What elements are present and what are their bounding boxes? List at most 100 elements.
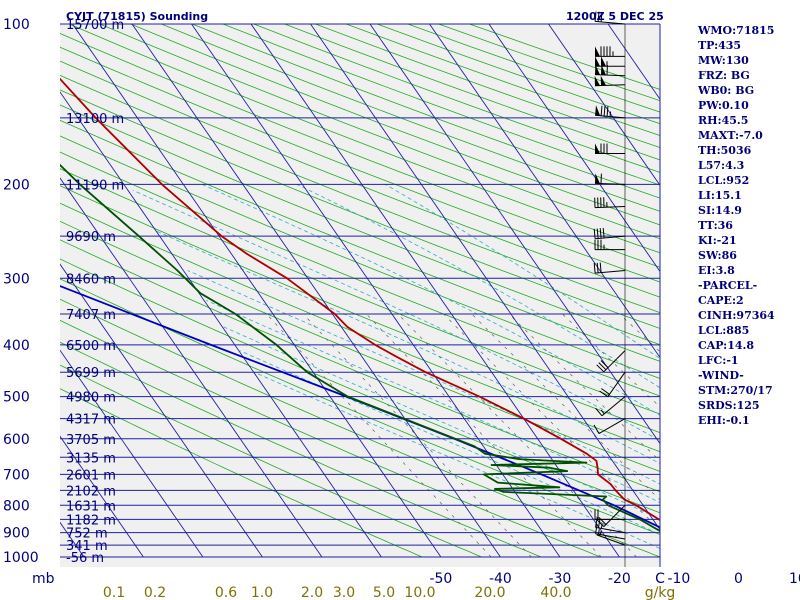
dewpoint-point [566, 470, 568, 472]
wind-barb [595, 396, 626, 417]
temperature-point [614, 489, 617, 492]
index-sw: SW:86 [698, 249, 737, 262]
index-pw: PW:0.10 [698, 99, 749, 112]
height-label: 13100 m [66, 112, 124, 127]
height-label: 4980 m [66, 391, 116, 406]
dewpoint-point [484, 452, 486, 455]
isotherm-line [250, 24, 620, 558]
height-label: 6500 m [66, 339, 116, 354]
moist-adiabat-line [385, 184, 660, 360]
wind-barb-pennant [595, 46, 600, 57]
index-li: LI:15.1 [698, 189, 742, 202]
index-th: TH:5036 [698, 144, 752, 157]
temperature-point [560, 438, 562, 440]
wind-barb [599, 371, 626, 398]
wind-barb-flag [595, 407, 603, 417]
temperature-point [220, 235, 223, 237]
temperature-point [623, 498, 626, 501]
temperature-tick-label: -50 [429, 571, 452, 587]
temperature-tick-label: -40 [489, 571, 512, 587]
dewpoint-point [607, 504, 609, 507]
height-label: 752 m [66, 527, 108, 542]
moist-adiabat-line [296, 184, 660, 389]
wind-heading: -WIND- [698, 369, 744, 382]
wind-barb-half-flag [600, 409, 605, 415]
wind-barb-flag [603, 106, 606, 117]
moist-adiabat-line [132, 189, 660, 442]
wind-barb-flag [602, 227, 605, 238]
isotherm-line [72, 24, 442, 558]
temperature-point [597, 473, 599, 476]
wind-barb-flag [595, 517, 598, 528]
wind-barb-staff [601, 396, 626, 417]
moist-adiabat-line [187, 270, 660, 485]
wind-barb-flag [599, 262, 602, 273]
dewpoint-point [347, 395, 349, 398]
dewpoint-point [11, 117, 13, 119]
pressure-tick-label: 300 [3, 271, 30, 287]
isotherm-line [369, 24, 660, 445]
wind-barb-flag [596, 519, 605, 527]
wind-barb-staff [594, 182, 626, 185]
dewpoint-point [662, 532, 664, 534]
temperature-tick-label: -10 [667, 571, 690, 587]
wind-barb-staff [595, 270, 626, 274]
wind-barb-pennant [595, 64, 600, 75]
wind-barb-staff [595, 526, 626, 534]
wind-barb-staff [595, 114, 626, 119]
temperature-point [32, 23, 34, 25]
index-ki: KI:-21 [698, 234, 737, 247]
parcel-point [715, 553, 717, 555]
index-mw: MW:130 [698, 54, 749, 67]
wind-barb-pennant [595, 105, 601, 116]
wind-barb-staff [607, 371, 626, 397]
mixing-ratio-line [303, 313, 532, 558]
index-frz: FRZ: BG [698, 69, 750, 82]
temperature-trace [60, 77, 660, 522]
temperature-point [609, 483, 612, 486]
wind-barb-flag [599, 390, 609, 398]
wind-barb-flag [596, 364, 605, 373]
height-label: 3135 m [66, 451, 116, 466]
moist-adiabat-line [156, 231, 660, 465]
mixing-ratio-label: 0.6 [215, 585, 237, 600]
mixing-ratio-label: 1.0 [251, 585, 273, 600]
height-label: 341 m [66, 539, 108, 554]
height-label: 15700 m [66, 18, 124, 33]
wind-barb-staff [603, 504, 626, 527]
temperature-point [44, 45, 46, 47]
wind-barb-flag [596, 262, 599, 273]
temperature-point [478, 395, 481, 398]
pressure-tick-label: 900 [3, 526, 30, 542]
mixing-ratio-label: 3.0 [333, 585, 355, 600]
dewpoint-point [679, 553, 681, 555]
dewpoint-point [275, 344, 278, 346]
pressure-tick-label: 800 [3, 498, 30, 514]
temperature-point [635, 504, 637, 507]
temperature-point [346, 326, 349, 328]
dewpoint-point [558, 486, 561, 489]
wind-barb [594, 11, 626, 25]
wind-barb-staff [596, 534, 626, 546]
index-ei: EI:3.8 [698, 264, 735, 277]
height-label: 11190 m [66, 178, 124, 193]
wind-barb [595, 105, 626, 119]
wind-barb [595, 46, 625, 57]
wind-barb-pennant [601, 64, 606, 75]
moist-adiabat-line [206, 300, 660, 503]
wind-barb-pennant [594, 75, 600, 86]
mixing-ratio-label: 20.0 [474, 585, 505, 600]
dewpoint-point [497, 481, 499, 484]
dewpoint-point [605, 495, 607, 498]
index-wmo: WMO:71815 [698, 24, 775, 37]
index-rh: RH:45.5 [698, 114, 749, 127]
temperature-point [658, 518, 660, 521]
index-lcl: LCL:952 [698, 174, 750, 187]
wind-barb-flag [599, 228, 602, 239]
wind-barb-flag [598, 362, 607, 371]
dewpoint-point [176, 269, 179, 272]
mixing-ratio-label: 0.1 [103, 585, 125, 600]
wind-barb [594, 75, 626, 87]
parcel-point [39, 278, 41, 280]
height-label: 3705 m [66, 433, 116, 448]
